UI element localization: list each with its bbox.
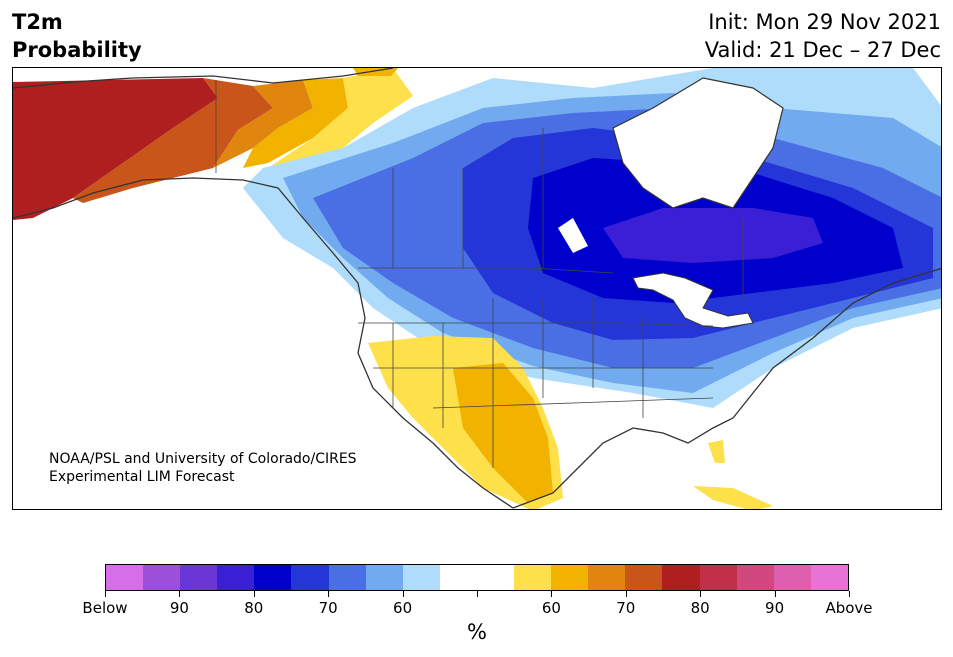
yukon-gold-area bbox=[243, 78, 348, 168]
colorbar-segment bbox=[402, 565, 440, 590]
title-line-1: T2m bbox=[12, 10, 63, 34]
colorbar-tick bbox=[700, 591, 702, 597]
credit-line-1: NOAA/PSL and University of Colorado/CIRE… bbox=[49, 451, 357, 467]
colorbar-tick bbox=[253, 591, 255, 597]
colorbar-tick-label: Below bbox=[82, 599, 128, 617]
forecast-dates: Init: Mon 29 Nov 2021 Valid: 21 Dec – 27… bbox=[705, 8, 941, 64]
colorbar-segment bbox=[736, 565, 774, 590]
colorbar-tick-label: 90 bbox=[765, 599, 785, 617]
yukon-yellow-area bbox=[268, 68, 413, 168]
colorbar-tick-label: 80 bbox=[244, 599, 264, 617]
colorbar-segment bbox=[514, 565, 552, 590]
colorbar-tick bbox=[625, 591, 627, 597]
colorbar-segment bbox=[254, 565, 292, 590]
cold-purple-core bbox=[603, 208, 823, 263]
alaska-red-area bbox=[13, 78, 218, 220]
colorbar-segment bbox=[699, 565, 737, 590]
coastlines bbox=[13, 68, 941, 509]
colorbar-tick bbox=[551, 591, 553, 597]
colorbar-tick-label: 70 bbox=[616, 599, 636, 617]
colorbar bbox=[105, 564, 849, 591]
init-date: Init: Mon 29 Nov 2021 bbox=[708, 10, 941, 34]
map-title: T2m Probability bbox=[12, 8, 142, 64]
colorbar-tick bbox=[179, 591, 181, 597]
credit-line-2: Experimental LIM Forecast bbox=[49, 469, 235, 485]
alaska-rust-area bbox=[73, 78, 273, 203]
colorbar-segment bbox=[143, 565, 181, 590]
probability-map bbox=[12, 67, 942, 510]
colorbar-segment bbox=[180, 565, 218, 590]
colorbar-segment bbox=[588, 565, 626, 590]
colorbar-segment bbox=[773, 565, 811, 590]
florida-yellow bbox=[708, 440, 725, 463]
colorbar-tick-label: 90 bbox=[169, 599, 189, 617]
cuba-yellow bbox=[693, 486, 773, 509]
colorbar-tick bbox=[849, 591, 850, 597]
arctic-gold-patch bbox=[353, 68, 398, 76]
colorbar-segment bbox=[439, 565, 477, 590]
colorbar-tick-label: Above bbox=[825, 599, 873, 617]
colorbar-tick bbox=[477, 591, 478, 597]
colorbar-segment bbox=[476, 565, 515, 590]
map-svg bbox=[13, 68, 941, 509]
title-line-2: Probability bbox=[12, 38, 142, 62]
political-boundaries bbox=[215, 80, 744, 468]
colorbar-tick-label: 80 bbox=[690, 599, 710, 617]
colorbar-segment bbox=[662, 565, 700, 590]
colorbar-segment bbox=[106, 565, 144, 590]
colorbar-segment bbox=[328, 565, 366, 590]
hudson-bay bbox=[612, 77, 784, 209]
colorbar-segment bbox=[810, 565, 848, 590]
lake-winnipeg bbox=[558, 218, 588, 253]
credit-text: NOAA/PSL and University of Colorado/CIRE… bbox=[49, 450, 357, 486]
colorbar-ticks bbox=[105, 591, 850, 599]
colorbar-unit: % bbox=[467, 620, 487, 644]
colorbar-tick bbox=[105, 591, 106, 597]
colorbar-tick bbox=[774, 591, 776, 597]
great-lakes bbox=[632, 272, 754, 329]
colorbar-segment bbox=[551, 565, 589, 590]
colorbar-tick bbox=[402, 591, 404, 597]
colorbar-tick-label: 60 bbox=[393, 599, 413, 617]
colorbar-tick-label: 70 bbox=[318, 599, 338, 617]
colorbar-segment bbox=[365, 565, 403, 590]
colorbar-tick-label: 60 bbox=[541, 599, 561, 617]
colorbar-segment bbox=[625, 565, 663, 590]
colorbar-tick bbox=[328, 591, 330, 597]
yukon-orange-area bbox=[213, 80, 313, 168]
southwest-gold-area bbox=[453, 363, 553, 503]
valid-date: Valid: 21 Dec – 27 Dec bbox=[704, 38, 941, 62]
colorbar-segment bbox=[217, 565, 255, 590]
colorbar-segment bbox=[291, 565, 329, 590]
